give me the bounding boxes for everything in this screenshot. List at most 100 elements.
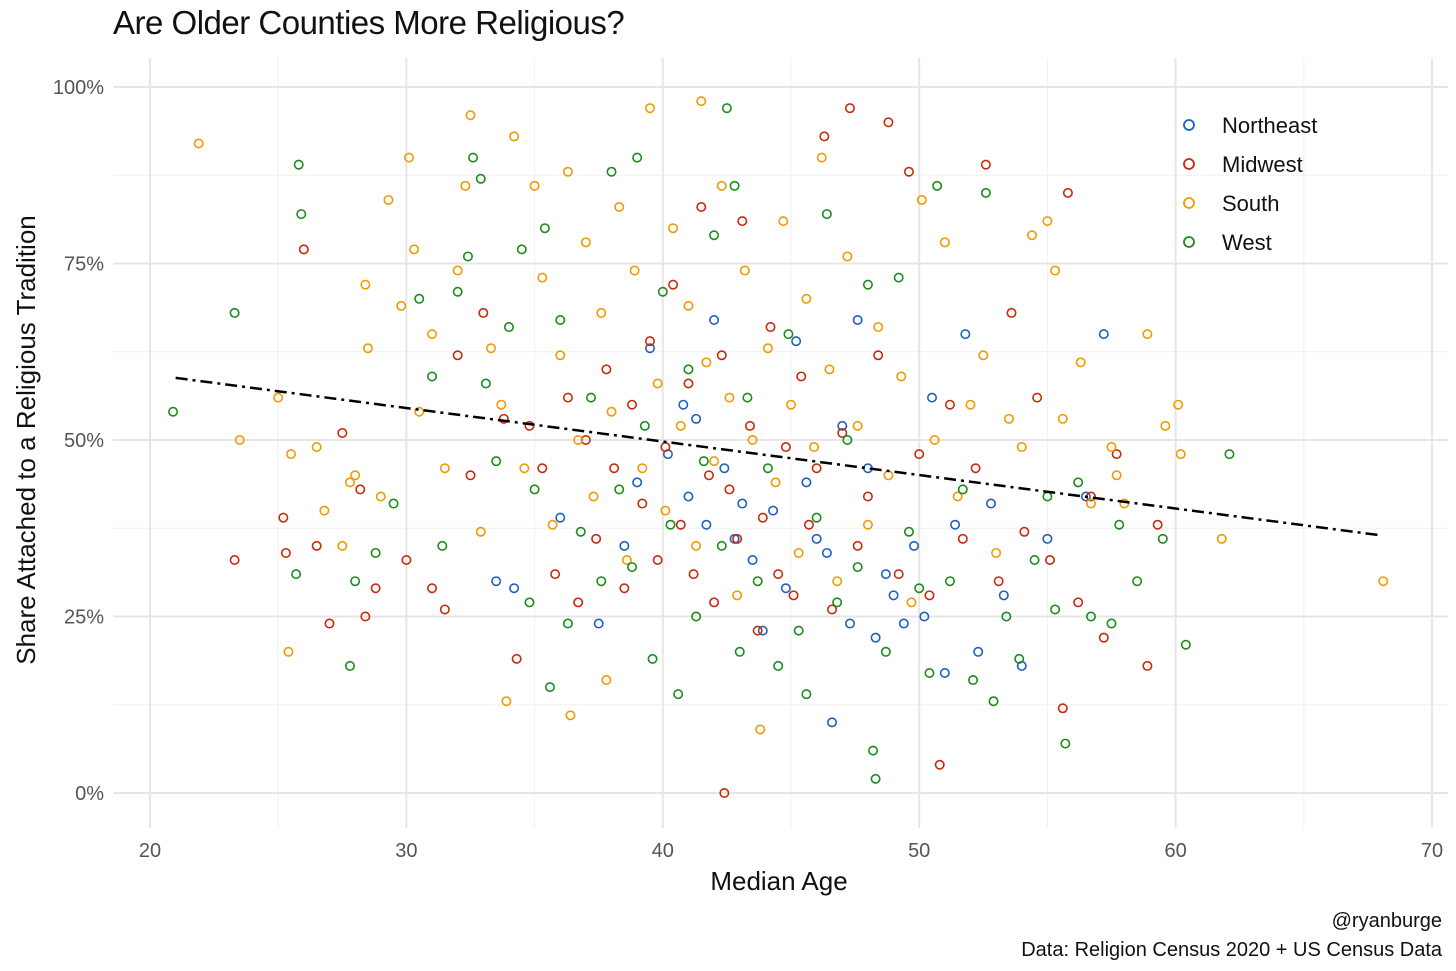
data-point — [844, 103, 855, 114]
data-point — [778, 216, 789, 227]
data-point — [734, 646, 745, 657]
data-point — [780, 583, 791, 594]
data-point — [768, 505, 779, 516]
data-point — [524, 597, 535, 608]
data-point — [593, 618, 604, 629]
x-axis-title: Median Age — [710, 866, 847, 896]
data-point — [896, 371, 907, 382]
data-point — [852, 314, 863, 325]
y-tick-label: 75% — [64, 254, 104, 276]
data-point — [439, 463, 450, 474]
data-point — [1216, 533, 1227, 544]
legend-label: South — [1222, 191, 1280, 216]
data-point — [927, 392, 938, 403]
data-point — [337, 540, 348, 551]
data-point — [452, 286, 463, 297]
data-point — [632, 477, 643, 488]
data-point — [388, 498, 399, 509]
data-point — [916, 194, 927, 205]
data-point — [832, 597, 843, 608]
data-point — [498, 413, 509, 424]
data-point — [914, 583, 925, 594]
data-point — [773, 569, 784, 580]
data-point — [427, 329, 438, 340]
data-point — [647, 653, 658, 664]
data-point — [793, 547, 804, 558]
data-point — [1057, 413, 1068, 424]
data-point — [1006, 307, 1017, 318]
legend-item-south: South — [1183, 191, 1280, 216]
data-point — [862, 279, 873, 290]
data-point — [660, 505, 671, 516]
data-point — [1180, 639, 1191, 650]
data-point — [991, 547, 1002, 558]
legend-key — [1183, 197, 1195, 209]
data-point — [509, 131, 520, 142]
data-point — [614, 202, 625, 213]
data-point — [985, 498, 996, 509]
data-point — [709, 456, 720, 467]
data-point — [747, 434, 758, 445]
legend-key — [1183, 236, 1195, 248]
data-point — [691, 611, 702, 622]
data-point — [609, 463, 620, 474]
data-point — [870, 773, 881, 784]
data-point — [503, 322, 514, 333]
data-point — [852, 540, 863, 551]
data-point — [586, 392, 597, 403]
tick-labels: 20 30 40 50 60 70 0% 25% 50% 75% 100% — [53, 77, 1443, 862]
legend-item-midwest: Midwest — [1183, 152, 1303, 177]
data-point — [683, 491, 694, 502]
data-point — [644, 103, 655, 114]
data-point — [944, 399, 955, 410]
data-point — [757, 512, 768, 523]
data-point — [809, 442, 820, 453]
data-point — [683, 300, 694, 311]
data-point — [898, 618, 909, 629]
data-point — [988, 696, 999, 707]
data-point — [1173, 399, 1184, 410]
data-point — [837, 420, 848, 431]
data-point — [744, 420, 755, 431]
x-tick-label: 40 — [652, 840, 674, 862]
data-point — [475, 526, 486, 537]
data-point — [696, 202, 707, 213]
series-midwest — [229, 103, 1163, 798]
data-point — [1027, 230, 1038, 241]
data-point — [1142, 329, 1153, 340]
data-point — [919, 611, 930, 622]
data-point — [716, 350, 727, 361]
data-point — [1132, 576, 1143, 587]
y-tick-label: 25% — [64, 607, 104, 629]
data-point — [1032, 392, 1043, 403]
data-point — [1098, 632, 1109, 643]
data-point — [852, 420, 863, 431]
data-point — [842, 434, 853, 445]
data-point — [791, 336, 802, 347]
data-point — [280, 547, 291, 558]
data-point — [978, 350, 989, 361]
data-point — [1073, 597, 1084, 608]
data-point — [793, 625, 804, 636]
data-point — [1175, 449, 1186, 460]
data-point — [360, 611, 371, 622]
data-point — [821, 547, 832, 558]
data-point — [691, 540, 702, 551]
data-point — [719, 463, 730, 474]
data-point — [452, 350, 463, 361]
data-point — [319, 505, 330, 516]
data-point — [952, 491, 963, 502]
data-point — [1042, 533, 1053, 544]
data-point — [1019, 526, 1030, 537]
x-tick-label: 70 — [1421, 840, 1443, 862]
data-point — [652, 555, 663, 566]
data-point — [701, 519, 712, 530]
data-point — [1157, 533, 1168, 544]
data-point — [968, 675, 979, 686]
data-point — [742, 392, 753, 403]
data-point — [370, 583, 381, 594]
legend-label: West — [1222, 230, 1272, 255]
data-point — [580, 237, 591, 248]
data-point — [1016, 442, 1027, 453]
